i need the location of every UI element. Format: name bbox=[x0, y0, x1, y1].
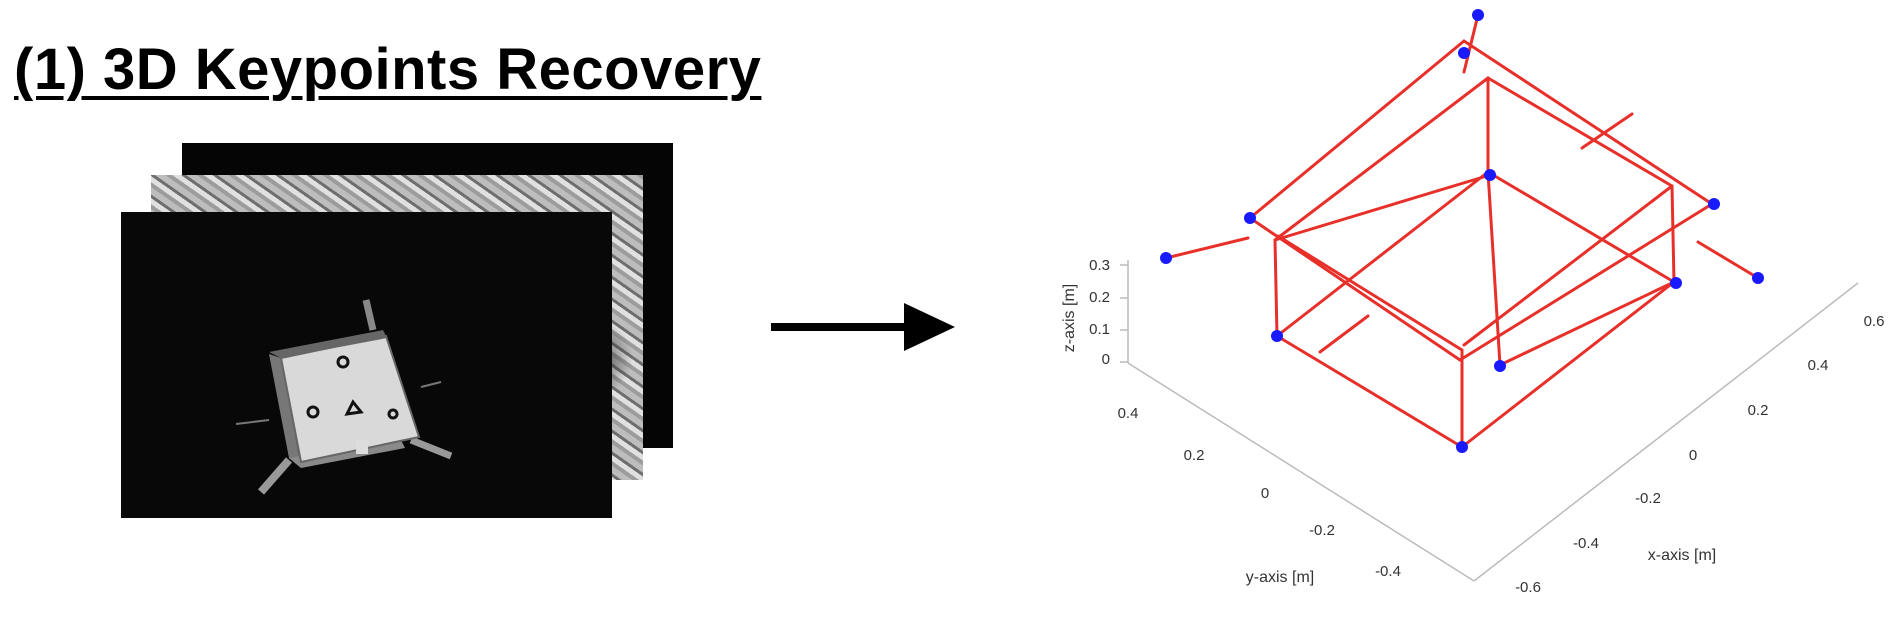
x-tick-label: 0.6 bbox=[1864, 313, 1885, 330]
satellite-wireframe bbox=[1164, 13, 1760, 449]
image-frame-front bbox=[121, 212, 612, 518]
keypoint bbox=[1456, 441, 1468, 453]
x-tick-label: -0.4 bbox=[1573, 535, 1599, 552]
plot-axes bbox=[1127, 260, 1859, 582]
keypoint bbox=[1244, 212, 1256, 224]
section-title: (1) 3D Keypoints Recovery bbox=[14, 37, 762, 102]
x-axis-label: x-axis [m] bbox=[1648, 547, 1716, 564]
x-tick-label: 0.4 bbox=[1808, 357, 1829, 374]
y-tick-label: 0 bbox=[1261, 485, 1269, 502]
x-tick-label: -0.6 bbox=[1515, 579, 1541, 596]
keypoint bbox=[1708, 198, 1720, 210]
x-tick-label: 0.2 bbox=[1748, 402, 1769, 419]
satellite-render bbox=[235, 299, 453, 495]
right-arrow-icon bbox=[771, 303, 955, 351]
keypoint bbox=[1458, 47, 1470, 59]
z-tick-label: 0.2 bbox=[1089, 289, 1110, 306]
keypoint bbox=[1472, 9, 1484, 21]
y-tick-label: -0.4 bbox=[1375, 563, 1401, 580]
y-axis-label: y-axis [m] bbox=[1246, 569, 1314, 586]
x-tick-label: 0 bbox=[1689, 447, 1697, 464]
y-tick-label: 0.4 bbox=[1118, 405, 1139, 422]
y-tick-label: 0.2 bbox=[1184, 447, 1205, 464]
keypoint bbox=[1271, 330, 1283, 342]
keypoint bbox=[1752, 272, 1764, 284]
x-tick-label: -0.2 bbox=[1635, 490, 1661, 507]
y-tick-label: -0.2 bbox=[1309, 522, 1335, 539]
z-tick-label: 0.3 bbox=[1089, 257, 1110, 274]
keypoint bbox=[1670, 277, 1682, 289]
keypoint bbox=[1484, 169, 1496, 181]
z-tick-label: 0.1 bbox=[1089, 321, 1110, 338]
keypoint bbox=[1160, 252, 1172, 264]
keypoints bbox=[1160, 9, 1764, 453]
keypoint bbox=[1494, 360, 1506, 372]
z-axis-label: z-axis [m] bbox=[1061, 284, 1078, 352]
z-tick-label: 0 bbox=[1102, 351, 1110, 368]
plot-ticks bbox=[1120, 264, 1128, 363]
